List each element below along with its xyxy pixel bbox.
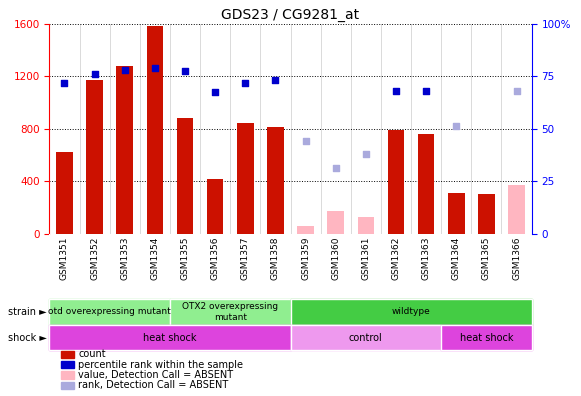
Bar xyxy=(116,66,133,234)
Point xyxy=(241,80,250,86)
Bar xyxy=(290,299,532,325)
Point xyxy=(90,71,99,78)
Point xyxy=(451,123,461,129)
Text: GSM1355: GSM1355 xyxy=(181,237,189,280)
Text: GSM1363: GSM1363 xyxy=(422,237,431,280)
Bar xyxy=(418,134,435,234)
Bar xyxy=(290,299,532,325)
Bar xyxy=(508,185,525,234)
Bar xyxy=(328,211,344,234)
Bar xyxy=(478,194,494,234)
Text: heat shock: heat shock xyxy=(460,333,513,343)
Bar xyxy=(170,299,290,325)
Bar xyxy=(56,152,73,234)
Point xyxy=(180,68,189,74)
Point xyxy=(361,150,371,157)
Point xyxy=(60,80,69,86)
Point xyxy=(150,65,160,72)
Text: GSM1357: GSM1357 xyxy=(241,237,250,280)
Bar xyxy=(290,325,441,350)
Bar xyxy=(49,299,170,325)
Bar xyxy=(87,80,103,234)
Text: GSM1358: GSM1358 xyxy=(271,237,280,280)
Bar xyxy=(237,124,253,234)
Bar xyxy=(388,130,404,234)
Bar xyxy=(441,325,532,350)
Text: GDS23 / CG9281_at: GDS23 / CG9281_at xyxy=(221,8,360,22)
Text: rank, Detection Call = ABSENT: rank, Detection Call = ABSENT xyxy=(78,380,229,390)
Text: percentile rank within the sample: percentile rank within the sample xyxy=(78,360,243,370)
Text: strain ►: strain ► xyxy=(8,307,46,317)
Bar xyxy=(207,179,224,234)
Text: GSM1353: GSM1353 xyxy=(120,237,129,280)
Text: GSM1351: GSM1351 xyxy=(60,237,69,280)
Point xyxy=(120,67,130,73)
Bar xyxy=(297,227,314,234)
Text: GSM1364: GSM1364 xyxy=(452,237,461,280)
Bar xyxy=(49,325,290,350)
Bar xyxy=(357,217,374,234)
Bar xyxy=(177,118,193,234)
Point xyxy=(301,137,310,144)
Text: otd overexpressing mutant: otd overexpressing mutant xyxy=(48,307,171,316)
Point xyxy=(271,76,280,83)
Point xyxy=(210,89,220,95)
Text: GSM1366: GSM1366 xyxy=(512,237,521,280)
Text: shock ►: shock ► xyxy=(8,333,46,343)
Point xyxy=(421,88,431,95)
Bar xyxy=(49,325,290,350)
Text: control: control xyxy=(349,333,383,343)
Bar xyxy=(146,27,163,234)
Bar xyxy=(170,299,290,325)
Text: OTX2 overexpressing
mutant: OTX2 overexpressing mutant xyxy=(182,302,278,322)
Text: GSM1359: GSM1359 xyxy=(301,237,310,280)
Bar xyxy=(49,299,170,325)
Text: count: count xyxy=(78,349,106,360)
Text: GSM1362: GSM1362 xyxy=(392,237,400,280)
Text: GSM1360: GSM1360 xyxy=(331,237,340,280)
Text: heat shock: heat shock xyxy=(143,333,197,343)
Bar xyxy=(441,325,532,350)
Text: GSM1352: GSM1352 xyxy=(90,237,99,280)
Bar xyxy=(448,193,465,234)
Point xyxy=(392,88,401,94)
Text: wildtype: wildtype xyxy=(392,307,431,316)
Point xyxy=(512,88,521,94)
Text: GSM1361: GSM1361 xyxy=(361,237,370,280)
Text: value, Detection Call = ABSENT: value, Detection Call = ABSENT xyxy=(78,370,234,380)
Text: GSM1356: GSM1356 xyxy=(211,237,220,280)
Text: GSM1365: GSM1365 xyxy=(482,237,491,280)
Point xyxy=(331,165,340,171)
Bar xyxy=(290,325,441,350)
Text: GSM1354: GSM1354 xyxy=(150,237,159,280)
Bar xyxy=(267,128,284,234)
